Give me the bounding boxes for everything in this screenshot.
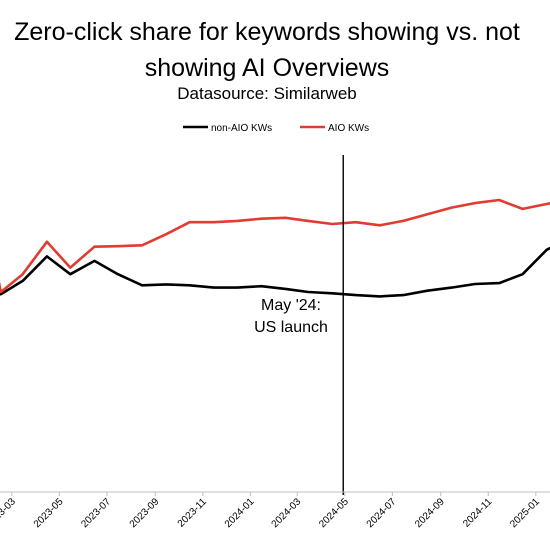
x-tick-label-2023-07: 2023-07 [79,496,113,530]
x-tick-label-2023-11: 2023-11 [176,496,210,530]
chart-title: Zero-click share for keywords showing vs… [0,14,534,86]
chart-title-line-1: Zero-click share for keywords showing vs… [14,18,520,46]
x-tick-label-2024-07: 2024-07 [365,496,399,530]
legend-label-aio-kws: AIO KWs [328,123,369,134]
annotation-line-1: May '24: [261,297,321,314]
series-line-non-aio-kws [0,246,550,298]
legend-label-non-aio-kws: non-AIO KWs [211,123,272,134]
x-axis: 2023-03 2023-05 2023-07 2023-09 2023-11 2024-… [0,491,550,530]
x-tick-label-2024-01: 2024-01 [223,496,257,530]
x-tick-label-2023-03: 2023-03 [0,496,18,530]
x-tick-label-2024-05: 2024-05 [317,496,351,530]
x-tick-label-2023-05: 2023-05 [32,496,66,530]
x-tick-label-2024-03: 2024-03 [270,496,304,530]
x-tick-label-2024-11: 2024-11 [461,496,495,530]
plot-area: May '24: US launch [0,155,550,495]
x-tick-label-2024-09: 2024-09 [413,496,447,530]
chart-title-line-2: showing AI Overviews [144,54,390,82]
series-line-aio-kws [0,198,550,294]
x-tick-label-2023-09: 2023-09 [128,496,162,530]
chart-subtitle: Datasource: Similarweb [177,84,357,103]
legend: non-AIO KWs AIO KWs [183,123,369,134]
annotation-line-2: US launch [254,319,328,336]
x-tick-label-2025-01: 2025-01 [508,496,542,530]
